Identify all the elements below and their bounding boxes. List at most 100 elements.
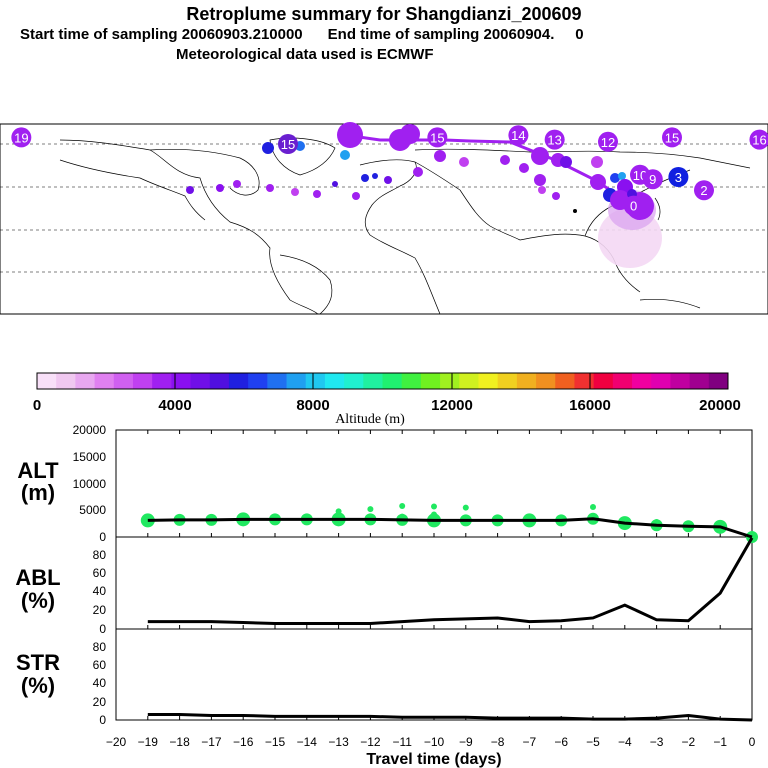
x-tick-label: −7 [523,735,537,749]
day-label: 15 [665,130,679,145]
colorbar-label: Altitude (m) [335,412,405,427]
colorbar-cell [344,373,364,389]
coastlines [59,137,751,315]
day-marker [668,167,689,187]
day-label: 3 [675,170,682,185]
abl-ytick: 80 [93,548,107,562]
x-tick-label: −5 [586,735,600,749]
abl-unit: (%) [21,588,55,613]
colorbar-cell [689,373,710,389]
alt-cluster-dot [399,513,406,520]
alt-cluster-dot [653,519,660,526]
abl-ytick: 40 [93,584,107,598]
alt-ytick: 5000 [79,503,106,517]
day-marker [427,127,448,148]
colorbar-cell [94,373,115,389]
alt-cluster-dot [399,502,406,509]
colorbar-cell [632,373,652,389]
colorbar-cell [574,373,595,389]
colorbar-cell [248,373,268,389]
x-tick-label: −10 [424,735,445,749]
str-panel-frame [115,628,753,721]
day-marker [508,125,529,146]
str-ytick: 0 [99,713,106,727]
x-tick-label: 0 [749,735,756,749]
day-label: 9 [649,172,656,187]
colorbar-tick-20000: 20000 [699,397,741,414]
colorbar-cell [190,373,211,389]
day-marker [749,129,768,150]
colorbar-cell [228,373,249,389]
map-graticule [0,143,768,273]
str-ytick: 80 [93,640,107,654]
x-tick-label: −12 [360,735,381,749]
altitude-colorbar: 0 4000 8000 12000 16000 20000 Altitude (… [33,372,741,427]
x-axis-label: Travel time (days) [366,751,501,768]
x-tick-label: −15 [265,735,286,749]
day-marker [598,131,618,152]
alt-ytick: 15000 [73,450,107,464]
alt-title: ALT [17,458,59,483]
day-label: 16 [752,133,766,148]
abl-line [147,537,754,625]
colorbar-cell [497,373,518,389]
alt-unit: (m) [21,480,55,505]
day-label: 15 [281,137,295,152]
colorbar-cell [612,373,633,389]
x-tick-label: −18 [169,735,190,749]
x-tick-label: −8 [491,735,505,749]
colorbar-cell [305,373,326,389]
colorbar-cell [708,373,729,389]
colorbar-tick-8000: 8000 [296,397,329,414]
alt-ytick: 10000 [73,477,107,491]
day-marker [544,129,565,150]
alt-ytick: 0 [99,530,106,544]
colorbar-cell [37,373,57,389]
day-label: 0 [630,199,637,214]
colorbar-cell [670,373,691,389]
str-series [147,713,753,722]
colorbar-cell [420,373,441,389]
day-marker [642,169,663,190]
sampling-time-line: Start time of sampling 20060903.210000 E… [20,26,584,43]
day-label: 13 [547,133,561,148]
x-tick-label: −3 [650,735,664,749]
x-tick-label: −9 [459,735,473,749]
alt-cluster-dot [335,508,342,515]
x-tick-label: −20 [106,735,127,749]
colorbar-cell [478,373,499,389]
x-tick-label: −11 [392,735,412,749]
colorbar-cell [286,373,307,389]
x-axis-ticks: −20 −19 −18 −17 −16 −15 −14 −13 −12 −11 −10 −9 −8 −7−… [106,430,756,749]
alt-series [140,502,758,543]
str-line [147,713,753,722]
day-marker [11,127,32,148]
colorbar-cell [440,373,460,389]
colorbar-cell [536,373,556,389]
day-label: 19 [14,130,28,145]
colorbar-frame [36,372,729,390]
alt-cluster-dot [462,504,469,511]
time-series-panels: ALT (m) ABL (%) STR (%) 20000 15000 1000… [15,423,758,768]
day-label: 12 [601,135,615,150]
day-marker [694,180,714,201]
day-marker [623,195,644,216]
abl-series [147,537,754,625]
x-tick-label: −4 [618,735,632,749]
alt-ytick: 20000 [73,423,107,437]
colorbar-cell [382,373,403,389]
colorbar-cell [132,373,153,389]
colorbar-cell [171,373,192,389]
abl-panel-frame [115,536,753,630]
str-unit: (%) [21,673,55,698]
x-tick-label: −13 [328,735,349,749]
colorbar-cell [267,373,288,389]
chart-title: Retroplume summary for Shangdianzi_20060… [186,4,582,24]
day-label: 15 [430,130,444,145]
colorbar-cell [593,373,614,389]
str-ytick: 40 [93,676,107,690]
colorbar-cell [113,373,134,389]
str-title: STR [16,650,60,675]
